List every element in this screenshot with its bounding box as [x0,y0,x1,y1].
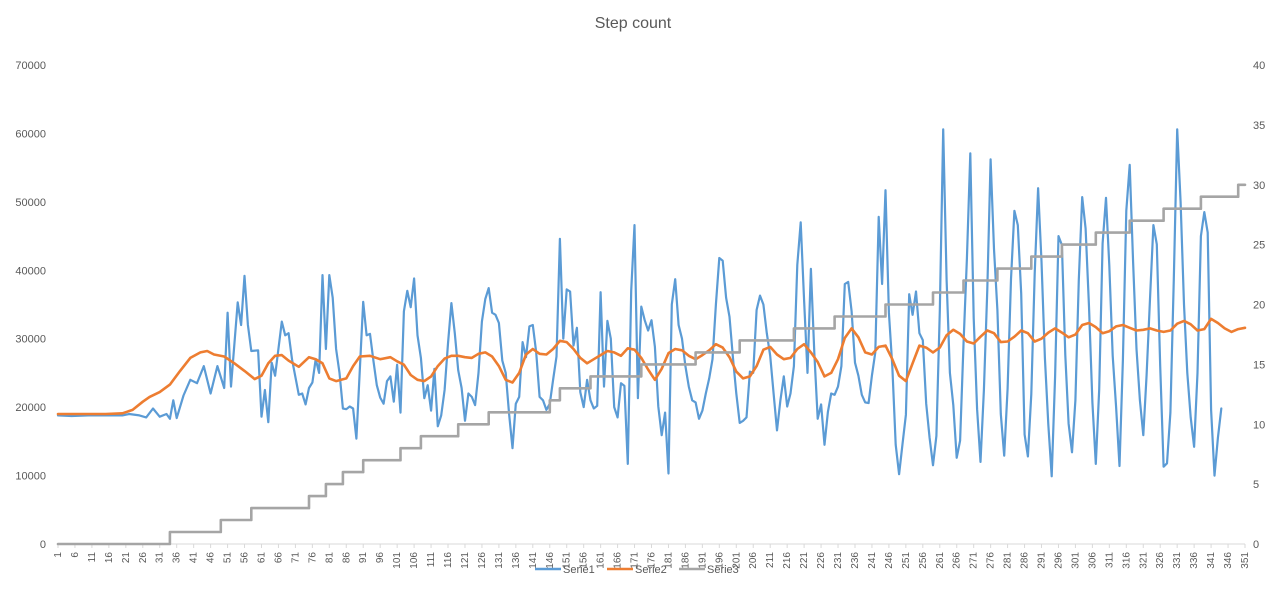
y-left-tick-label: 0 [40,539,46,551]
legend-label-serie3: Serie3 [707,564,739,576]
x-tick-label: 11 [87,552,98,563]
x-tick-label: 176 [647,552,658,569]
y-left-tick-label: 10000 [15,471,46,483]
x-tick-label: 56 [240,552,251,564]
y-left-tick-label: 70000 [15,60,46,72]
x-tick-label: 151 [562,552,573,569]
x-tick-label: 131 [494,552,505,569]
legend-label-serie2: Serie2 [635,564,667,576]
axes: 0 10000 20000 30000 40000 50000 60000 70000 0 5 10… [15,60,1265,569]
x-tick-label: 221 [799,552,810,569]
x-tick-label: 241 [867,552,878,569]
x-tick-label: 166 [613,552,624,569]
y-left-tick-label: 50000 [15,197,46,209]
series-line-serie3 [56,183,1247,546]
x-tick-label: 26 [138,552,149,564]
x-tick-label: 256 [918,552,929,569]
x-tick-label: 41 [189,552,200,564]
x-tick-label: 331 [1172,552,1183,569]
x-tick-label: 341 [1206,552,1217,569]
x-tick-label: 1 [53,552,64,558]
x-tick-label: 326 [1155,552,1166,569]
x-tick-label: 96 [375,552,386,564]
legend: Serie1 Serie2 Serie3 [535,564,739,576]
x-tick-label: 146 [545,552,556,569]
x-tick-label: 316 [1121,552,1132,569]
x-tick-label: 251 [901,552,912,569]
x-tick-label: 311 [1104,552,1115,568]
x-tick-label: 71 [290,552,301,564]
x-tick-label: 61 [256,552,267,564]
x-tick-label: 76 [307,552,318,564]
legend-label-serie1: Serie1 [563,564,595,576]
x-tick-label: 46 [206,552,217,564]
y-right-tick-label: 35 [1253,120,1265,132]
x-tick-label: 271 [969,552,980,569]
y-right-tick-label: 30 [1253,180,1265,192]
x-tick-label: 31 [155,552,166,564]
y-right-tick-label: 20 [1253,300,1265,312]
x-tick-label: 101 [392,552,403,569]
y-right-tick-label: 0 [1253,539,1259,551]
x-tick-label: 171 [630,552,641,569]
x-tick-label: 246 [884,552,895,569]
x-tick-label: 66 [273,552,284,564]
y-right-tick-label: 10 [1253,419,1265,431]
x-tick-label: 121 [460,552,471,569]
y-right-tick-label: 15 [1253,359,1265,371]
x-tick-label: 276 [986,552,997,569]
x-tick-label: 156 [579,552,590,569]
chart-title: Step count [595,15,672,32]
x-tick-label: 306 [1087,552,1098,569]
x-tick-label: 281 [1003,552,1014,569]
x-tick-label: 191 [697,552,708,569]
x-tick-label: 336 [1189,552,1200,569]
x-tick-label: 236 [850,552,861,569]
x-tick-label: 161 [596,552,607,569]
x-tick-label: 211 [765,552,776,568]
x-tick-label: 136 [511,552,522,569]
x-tick-label: 196 [714,552,725,569]
x-tick-label: 286 [1020,552,1031,569]
x-tick-label: 266 [952,552,963,569]
x-tick-label: 86 [341,552,352,564]
x-tick-label: 226 [816,552,827,569]
x-tick-label: 111 [426,552,437,568]
x-tick-label: 81 [324,552,335,564]
x-tick-label: 351 [1240,552,1251,569]
x-tick-label: 51 [223,552,234,564]
x-tick-label: 321 [1138,552,1149,569]
x-tick-label: 106 [409,552,420,569]
x-tick-label: 6 [70,552,81,558]
x-tick-label: 301 [1070,552,1081,569]
x-tick-label: 141 [528,552,539,569]
y-right-tick-label: 5 [1253,479,1259,491]
y-left-tick-label: 20000 [15,402,46,414]
x-tick-label: 186 [680,552,691,569]
x-tick-label: 261 [935,552,946,569]
x-tick-label: 116 [443,552,454,568]
x-tick-label: 126 [477,552,488,569]
y-left-tick-label: 30000 [15,334,46,346]
x-tick-label: 36 [172,552,183,564]
y-right-tick-label: 40 [1253,60,1265,72]
y-left-tick-label: 60000 [15,128,46,140]
x-tick-label: 91 [358,552,369,564]
x-tick-label: 201 [731,552,742,569]
x-tick-label: 206 [748,552,759,569]
x-tick-label: 291 [1037,552,1048,569]
x-tick-label: 346 [1223,552,1234,569]
x-tick-label: 16 [104,552,115,564]
series-layer [56,128,1247,546]
x-tick-label: 296 [1053,552,1064,569]
x-tick-label: 216 [782,552,793,569]
series-line-serie1 [56,128,1223,478]
y-left-tick-label: 40000 [15,265,46,277]
y-right-tick-label: 25 [1253,240,1265,252]
x-tick-label: 231 [833,552,844,569]
x-tick-label: 181 [663,552,674,569]
x-tick-label: 21 [121,552,132,564]
